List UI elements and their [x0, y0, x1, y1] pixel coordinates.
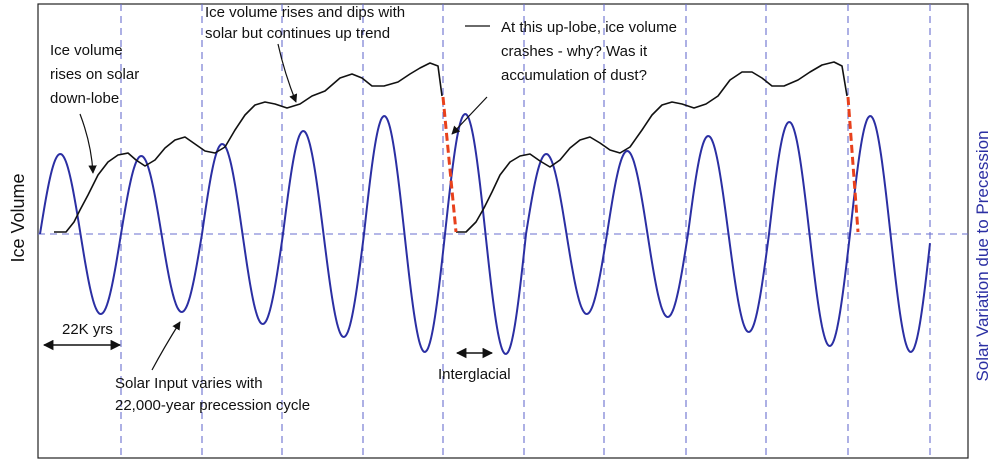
plot-frame	[37, 3, 969, 459]
ice-crash-segment-2	[846, 96, 860, 233]
leader-arrow	[151, 321, 181, 371]
annotation-line: Solar Input varies with	[115, 375, 263, 392]
ice-volume-axis-label: Ice Volume	[8, 173, 28, 262]
annotation-line: At this up-lobe, ice volume	[501, 19, 677, 36]
annotation-line: rises on solar	[50, 66, 139, 83]
vertical-gridlines	[120, 4, 931, 458]
leader-arrow	[451, 96, 488, 135]
annotation-solar-input: Solar Input varies with 22,000-year prec…	[115, 321, 310, 414]
annotation-line: accumulation of dust?	[501, 67, 647, 84]
ice-crash-segment-1	[441, 96, 458, 233]
solar-variation-curve	[39, 112, 931, 356]
interglacial-label: Interglacial	[438, 366, 511, 383]
annotation-line: Ice volume	[50, 42, 123, 59]
period-label: 22K yrs	[62, 321, 113, 338]
leader-arrow	[79, 113, 97, 174]
annotation-line: 22,000-year precession cycle	[115, 397, 310, 414]
ice-volume-curve	[54, 61, 848, 233]
annotation-line: crashes - why? Was it	[501, 43, 648, 60]
annotation-up-lobe-crash: At this up-lobe, ice volume crashes - wh…	[451, 19, 677, 135]
annotation-line: down-lobe	[50, 90, 119, 107]
annotation-ice-down-lobe: Ice volume rises on solar down-lobe	[50, 42, 139, 174]
annotation-period: 22K yrs	[42, 321, 122, 351]
solar-variation-axis-label: Solar Variation due to Precession	[973, 130, 992, 381]
leader-arrow	[277, 43, 298, 103]
annotation-line: Ice volume rises and dips with	[205, 4, 405, 21]
annotation-interglacial: Interglacial	[438, 347, 511, 383]
annotation-ice-trend: Ice volume rises and dips with solar but…	[205, 4, 405, 103]
annotation-line: solar but continues up trend	[205, 25, 390, 42]
